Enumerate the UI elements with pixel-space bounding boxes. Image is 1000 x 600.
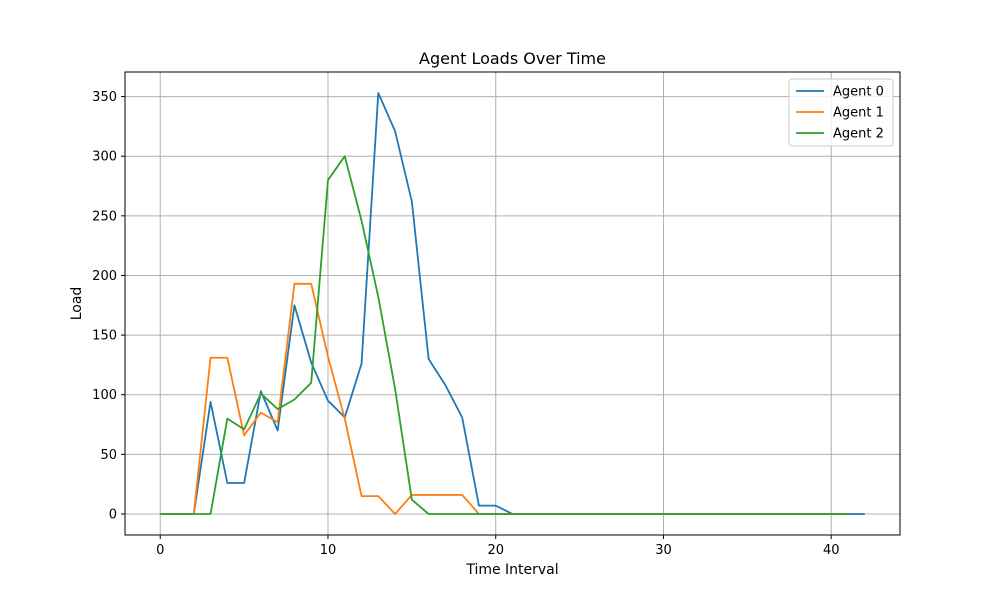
x-tick-label: 40 <box>823 543 840 558</box>
x-tick-label: 30 <box>655 543 672 558</box>
x-axis-label: Time Interval <box>465 562 558 578</box>
plot-frame <box>124 71 901 536</box>
y-tick-label: 0 <box>109 508 117 523</box>
tick-layer: 0 10 20 30 40 0 50 100 150 200 250 300 350 <box>92 90 839 558</box>
legend-label: Agent 2 <box>833 127 884 142</box>
legend-label: Agent 0 <box>833 85 884 100</box>
series-layer <box>160 92 865 515</box>
y-axis-label: Load <box>69 287 85 321</box>
legend-label: Agent 1 <box>833 106 884 121</box>
legend-box <box>788 78 894 147</box>
x-tick-label: 10 <box>320 543 337 558</box>
series-line-agent-2 <box>160 155 848 515</box>
y-tick-label: 200 <box>92 269 117 284</box>
y-tick-label: 150 <box>92 329 117 344</box>
chart-title: Agent Loads Over Time <box>419 49 606 68</box>
legend: Agent 0 Agent 1 Agent 2 <box>788 78 894 147</box>
grid-layer <box>125 72 900 535</box>
x-tick-label: 0 <box>156 543 164 558</box>
y-tick-label: 300 <box>92 150 117 165</box>
y-tick-label: 50 <box>100 448 117 463</box>
y-tick-label: 250 <box>92 209 117 224</box>
x-tick-label: 20 <box>487 543 504 558</box>
y-tick-label: 350 <box>92 90 117 105</box>
y-tick-label: 100 <box>92 388 117 403</box>
